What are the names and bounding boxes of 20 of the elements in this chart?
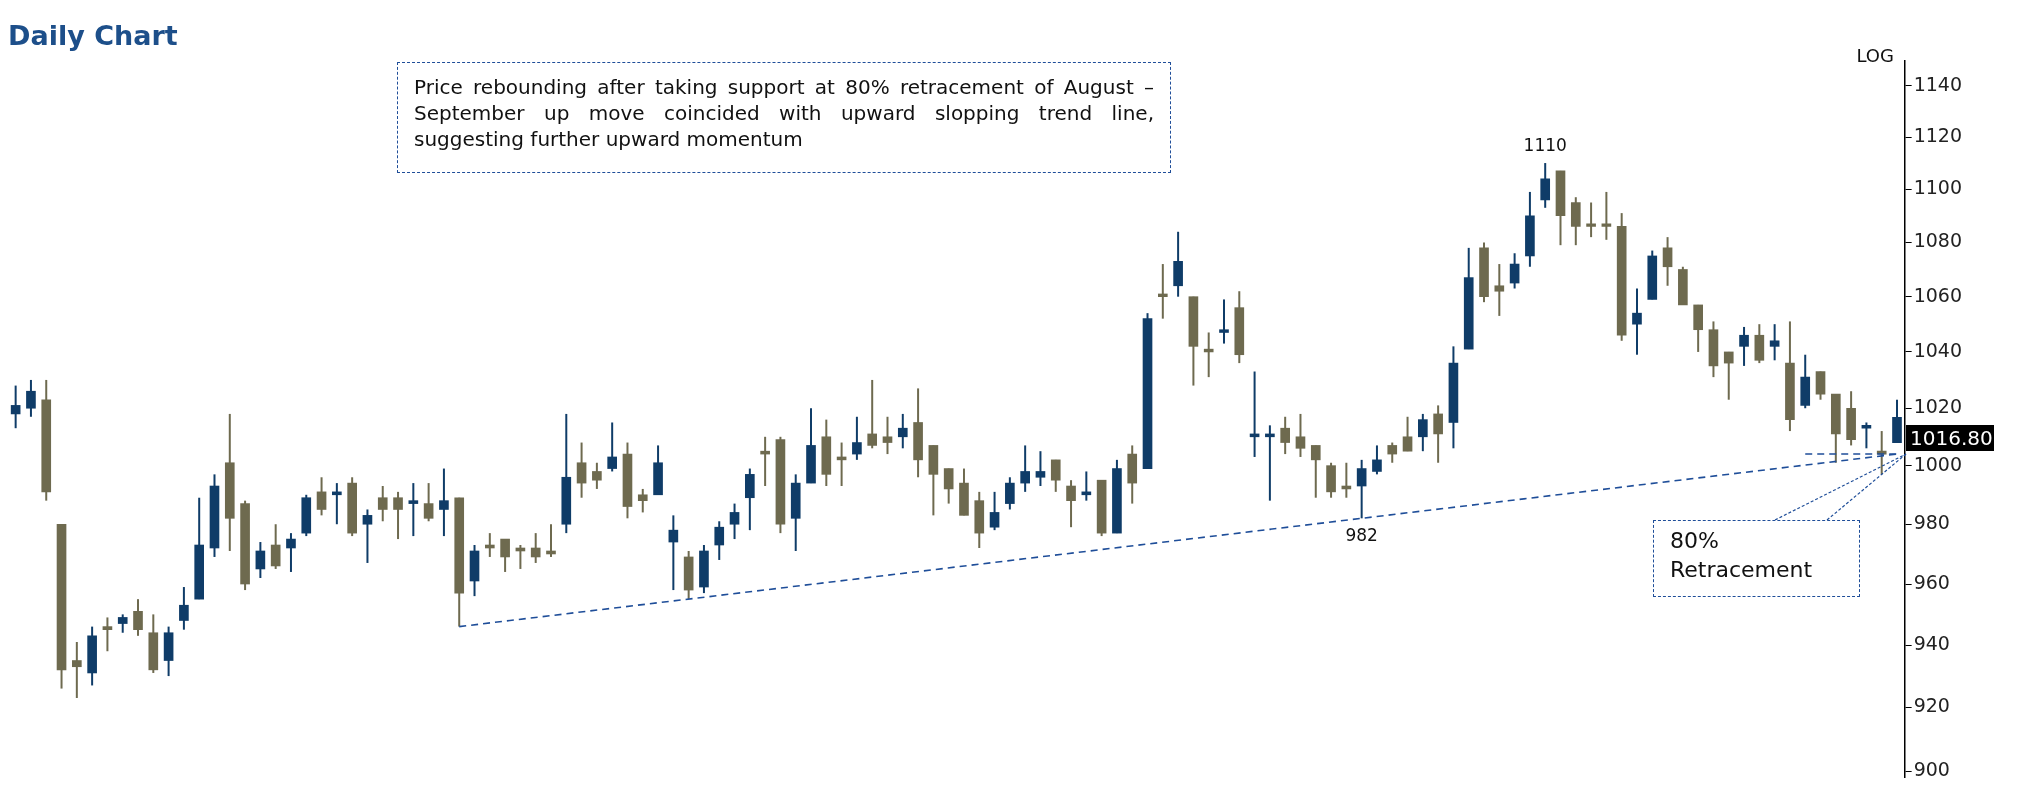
- y-tick-label: 940: [1913, 632, 1950, 654]
- y-tick-label: 920: [1913, 694, 1950, 717]
- text: 1016.80: [1906, 425, 1994, 451]
- y-tick-label: 1120: [1913, 123, 1963, 146]
- annotation: 1110: [1523, 134, 1567, 155]
- annotation: LOG: [1855, 44, 1894, 68]
- annotation: 80% Retracement: [1653, 520, 1860, 597]
- y-tick-label: 1000: [1913, 452, 1963, 475]
- y-tick-label: 1060: [1913, 283, 1963, 306]
- y-tick-label: 960: [1913, 570, 1950, 593]
- annotation: Price rebounding after taking support at 80% retracement of August –September up move coincided with upward slopping trend line, suggesting further upward momentum: [397, 62, 1171, 173]
- y-tick-label: 1020: [1913, 395, 1963, 418]
- y-tick-label: 980: [1913, 511, 1950, 534]
- y-tick-label: 1040: [1913, 338, 1963, 361]
- y-tick-label: 900: [1913, 758, 1950, 781]
- y-tick-label: 1080: [1913, 229, 1963, 252]
- y-tick-label: 1140: [1913, 72, 1963, 95]
- y-tick-label: 1100: [1913, 176, 1963, 199]
- chart-title: Daily Chart: [8, 20, 178, 52]
- annotation: 982: [1345, 525, 1378, 546]
